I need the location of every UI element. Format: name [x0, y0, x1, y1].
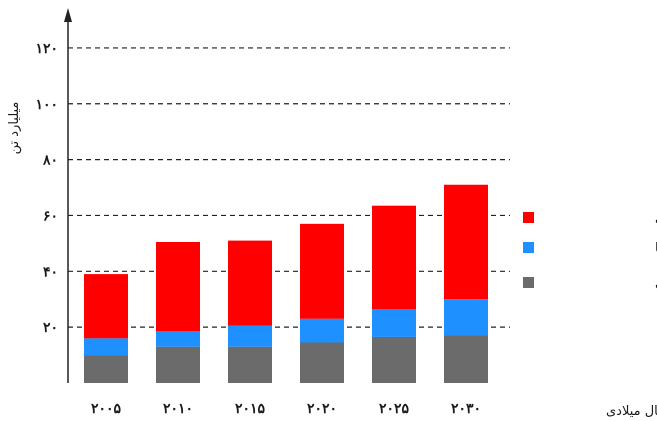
bar-segment — [444, 335, 488, 383]
gridlines — [68, 47, 510, 328]
x-tick-label: ۲۰۰۵ — [91, 401, 122, 417]
bar-segment — [84, 355, 128, 383]
legend-label: مواد معدنی — [655, 211, 657, 226]
x-tick-label: ۲۰۳۰ — [451, 401, 481, 417]
bar-segment — [372, 336, 416, 383]
y-axis-title: میلیارد تن — [7, 102, 22, 155]
x-tick-labels: ۲۰۰۵ ۲۰۱۰ ۲۰۱۵ ۲۰۲۰ ۲۰۲۵ ۲۰۳۰ — [91, 401, 481, 417]
x-tick-label: ۲۰۲۰ — [307, 401, 337, 417]
bar-segment — [84, 274, 128, 339]
bar-segment — [156, 346, 200, 383]
bar-segment — [300, 318, 344, 343]
y-axis-arrow-icon — [64, 8, 72, 22]
bar-segment — [372, 205, 416, 310]
bar-segment — [444, 299, 488, 336]
x-axis-title: سال میلادی — [606, 404, 657, 419]
bar-segment — [300, 342, 344, 383]
legend: مواد معدنی فلزها سوخت‌های فسیلی — [523, 211, 657, 291]
legend-swatch — [523, 277, 534, 288]
y-tick-label: ۸۰ — [42, 153, 58, 169]
y-tick-label: ۲۰ — [43, 320, 58, 336]
y-tick-label: ۴۰ — [43, 264, 58, 280]
x-tick-label: ۲۰۱۵ — [235, 401, 266, 417]
bar-segment — [228, 325, 272, 347]
legend-swatch — [523, 212, 534, 223]
bar-segment — [300, 223, 344, 319]
y-tick-label: ۱۲۰ — [35, 41, 58, 57]
legend-label: فلزها — [655, 241, 657, 256]
y-tick-labels: ۲۰ ۴۰ ۶۰ ۸۰ ۱۰۰ ۱۲۰ — [35, 41, 58, 336]
bars — [84, 184, 488, 383]
bar-segment — [228, 346, 272, 383]
y-tick-label: ۱۰۰ — [35, 97, 58, 113]
bar-segment — [444, 184, 488, 300]
legend-label: سوخت‌های فسیلی — [655, 276, 657, 291]
legend-swatch — [523, 242, 534, 253]
x-tick-label: ۲۰۲۵ — [379, 401, 410, 417]
bar-segment — [84, 338, 128, 356]
bar-segment — [372, 309, 416, 337]
bar-segment — [156, 241, 200, 332]
x-tick-label: ۲۰۱۰ — [163, 401, 193, 417]
axes — [64, 8, 72, 383]
bar-segment — [156, 331, 200, 347]
bar-segment — [228, 240, 272, 326]
y-tick-label: ۶۰ — [43, 208, 58, 224]
